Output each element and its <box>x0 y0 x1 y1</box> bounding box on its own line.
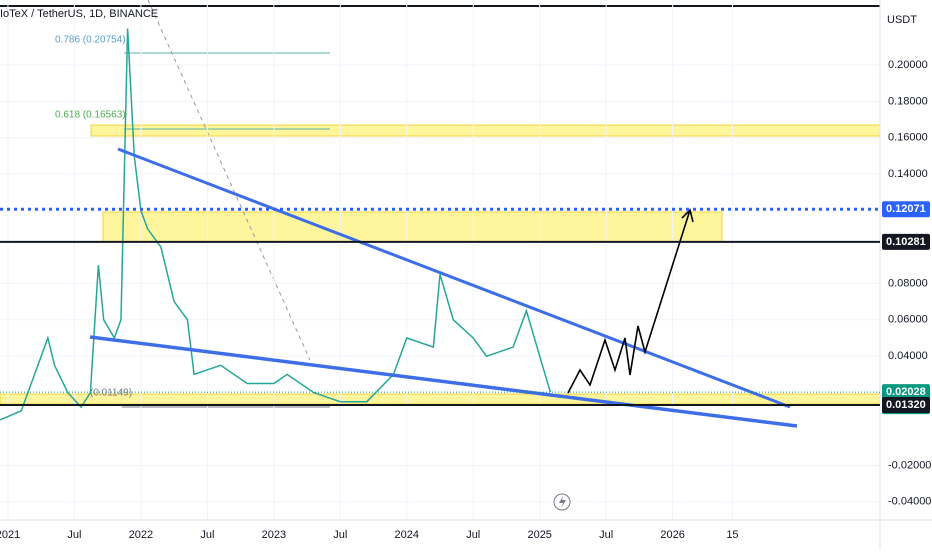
price-tag-label: 0.02028 <box>886 386 926 398</box>
y-tick-label: -0.04000 <box>888 496 931 508</box>
x-tick-label: 2021 <box>0 529 20 541</box>
fib-label: 0.786 (0.20754) <box>55 35 126 46</box>
y-tick-label: 0.18000 <box>888 95 928 107</box>
x-tick-label: 2024 <box>395 529 419 541</box>
zone <box>102 211 723 243</box>
x-tick-label: Jul <box>333 529 347 541</box>
y-tick-label: 0.04000 <box>888 350 928 362</box>
projection-arrow <box>567 209 691 394</box>
arrow-head <box>681 208 694 223</box>
price-tag <box>882 396 930 413</box>
price-tag <box>882 201 930 218</box>
fib-label: (0.01149) <box>90 388 132 399</box>
zone <box>90 124 881 137</box>
currency[interactable]: USDT <box>887 14 917 26</box>
price-tag-label: 0.12071 <box>886 203 926 215</box>
plot <box>0 0 880 520</box>
x-tick-label: Jul <box>599 529 613 541</box>
price-tag <box>882 233 930 250</box>
x-tick-label: 2022 <box>129 529 153 541</box>
y-tick-label: 0.20000 <box>888 59 928 71</box>
event-icon-bolt <box>559 496 566 508</box>
y-tick-label: -0.02000 <box>888 459 931 471</box>
x-tick-label: 2025 <box>527 529 551 541</box>
x-tick-label: Jul <box>466 529 480 541</box>
trend-line <box>89 335 798 428</box>
x-tick-label: Jul <box>67 529 81 541</box>
y-tick-label: 0.16000 <box>888 132 928 144</box>
trend-line <box>117 147 791 409</box>
x-tick-label: Jul <box>200 529 214 541</box>
x-tick-label: 2026 <box>660 529 684 541</box>
price-tag-label: 0.10281 <box>886 236 926 248</box>
x-tick-label: 15 <box>726 529 738 541</box>
y-tick-label: 0.08000 <box>888 277 928 289</box>
dashed-line <box>147 0 311 361</box>
x-tick-label: 2023 <box>262 529 286 541</box>
fib-label: 0.618 (0.16563) <box>55 110 126 121</box>
y-tick-label: 0.06000 <box>888 314 928 326</box>
chart-title: IoTeX / TetherUS, 1D, BINANCE <box>0 8 158 20</box>
y-tick-label: 0.14000 <box>888 168 928 180</box>
price-tag-label: 0.01320 <box>886 399 926 411</box>
